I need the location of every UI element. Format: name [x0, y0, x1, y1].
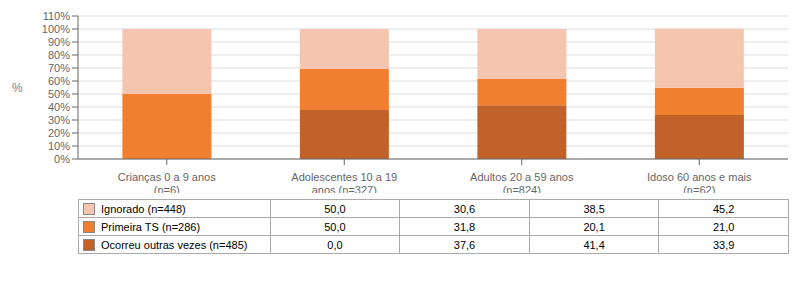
svg-text:60%: 60%	[48, 75, 70, 87]
svg-text:70%: 70%	[48, 62, 70, 74]
svg-text:40%: 40%	[48, 101, 70, 113]
html-text:50,0: 50,0	[324, 220, 346, 233]
svg-text:0%: 0%	[54, 153, 70, 165]
svg-text:Idoso 60 anos e mais(n=62): Idoso 60 anos e mais(n=62)	[647, 171, 752, 193]
html-text:Primeira TS (n=286): Primeira TS (n=286)	[101, 221, 201, 233]
svg-text:Adolescentes 10 a 19anos (n=32: Adolescentes 10 a 19anos (n=327)	[291, 171, 397, 193]
html-text:33,9: 33,9	[712, 238, 735, 251]
html-text:Ocorreu outras vezes (n=485): Ocorreu outras vezes (n=485)	[101, 239, 248, 251]
html-text:41,4: 41,4	[583, 238, 605, 251]
html-text:31,8: 31,8	[453, 220, 476, 233]
svg-text:20%: 20%	[48, 127, 70, 139]
html-text:30,6: 30,6	[453, 202, 476, 215]
svg-text:Adultos 20 a 59 anos(n=824): Adultos 20 a 59 anos(n=824)	[470, 171, 574, 193]
html-text:20,1: 20,1	[583, 220, 605, 233]
svg-text:80%: 80%	[48, 49, 70, 61]
html-text:45,2: 45,2	[712, 202, 735, 215]
html-text:0,0: 0,0	[327, 238, 343, 251]
svg-text:30%: 30%	[48, 114, 70, 126]
svg-text:%: %	[12, 81, 23, 95]
html-text:50,0: 50,0	[324, 202, 346, 215]
html-text:Ignorado (n=448): Ignorado (n=448)	[101, 203, 186, 215]
svg-text:90%: 90%	[48, 36, 70, 48]
svg-text:50%: 50%	[48, 88, 70, 100]
html-text:38,5: 38,5	[583, 202, 605, 215]
html-text:37,6: 37,6	[453, 238, 476, 251]
svg-text:10%: 10%	[48, 140, 70, 152]
svg-text:100%: 100%	[42, 23, 70, 35]
html-text:21,0: 21,0	[712, 220, 735, 233]
svg-text:Crianças 0 a 9 anos(n=6): Crianças 0 a 9 anos(n=6)	[118, 171, 216, 193]
svg-text:110%: 110%	[43, 10, 71, 22]
